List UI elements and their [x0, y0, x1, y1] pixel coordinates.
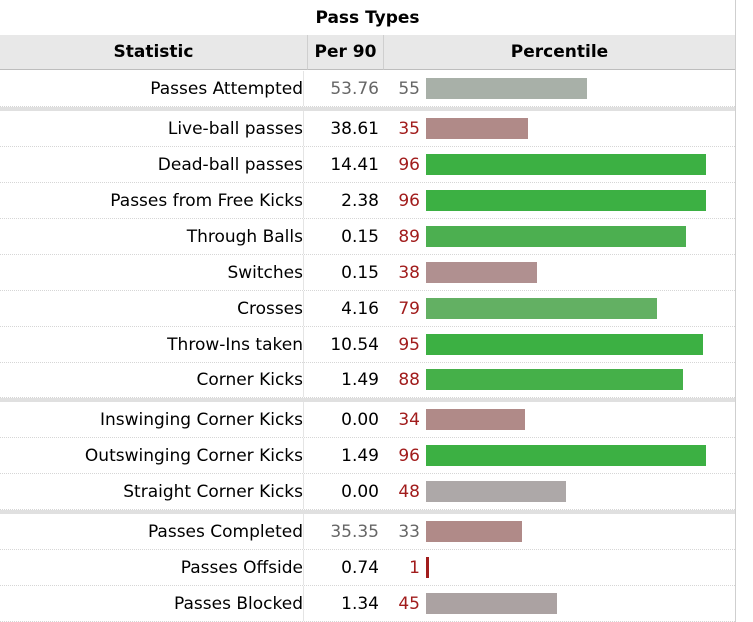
per90-value: 0.00	[341, 481, 379, 502]
statistic-label: Passes Blocked	[0, 586, 304, 621]
statistic-label: Live-ball passes	[0, 111, 304, 146]
statistic-label: Dead-ball passes	[0, 147, 304, 182]
percentile-value: 79	[398, 298, 420, 319]
percentile-bar	[426, 226, 686, 247]
percentile-bar	[426, 409, 525, 430]
per90-value: 1.34	[341, 593, 379, 614]
percentile-value: 96	[398, 190, 420, 211]
statistic-label: Passes Completed	[0, 514, 304, 549]
table-row: Passes Completed 35.35 33	[0, 514, 735, 550]
percentile-bar	[426, 445, 706, 466]
percentile-bar	[426, 298, 657, 319]
percentile-bar	[426, 557, 429, 578]
statistic-label: Switches	[0, 255, 304, 290]
statistic-label: Straight Corner Kicks	[0, 474, 304, 509]
per90-value: 14.41	[330, 154, 379, 175]
table-row: Dead-ball passes 14.41 96	[0, 147, 735, 183]
statistic-label: Passes Offside	[0, 550, 304, 585]
statistic-label: Throw-Ins taken	[0, 327, 304, 362]
percentile-value: 33	[398, 521, 420, 542]
per90-value: 35.35	[330, 521, 379, 542]
table-row: Throw-Ins taken 10.54 95	[0, 327, 735, 363]
statistic-label: Passes from Free Kicks	[0, 183, 304, 218]
header-per90[interactable]: Per 90	[308, 35, 384, 70]
percentile-bar	[426, 78, 587, 99]
percentile-value: 95	[398, 334, 420, 355]
table-row: Crosses 4.16 79	[0, 291, 735, 327]
header-statistic[interactable]: Statistic	[0, 35, 308, 70]
table-row: Outswinging Corner Kicks 1.49 96	[0, 438, 735, 474]
percentile-bar	[426, 334, 703, 355]
statistic-label: Outswinging Corner Kicks	[0, 438, 304, 473]
percentile-value: 55	[398, 78, 420, 99]
table-row: Live-ball passes 38.61 35	[0, 111, 735, 147]
table-row: Passes Blocked 1.34 45	[0, 586, 735, 622]
percentile-bar	[426, 521, 522, 542]
percentile-bar	[426, 593, 557, 614]
table-row: Passes Attempted 53.76 55	[0, 71, 735, 107]
statistic-label: Crosses	[0, 291, 304, 326]
percentile-bar	[426, 369, 683, 390]
statistic-label: Through Balls	[0, 219, 304, 254]
percentile-bar	[426, 190, 706, 211]
statistic-label: Inswinging Corner Kicks	[0, 402, 304, 437]
per90-value: 0.74	[341, 557, 379, 578]
header-percentile[interactable]: Percentile	[384, 35, 735, 70]
per90-value: 53.76	[330, 78, 379, 99]
table-row: Passes from Free Kicks 2.38 96	[0, 183, 735, 219]
table-row: Through Balls 0.15 89	[0, 219, 735, 255]
per90-value: 0.15	[341, 226, 379, 247]
section-separator	[0, 510, 735, 514]
per90-value: 2.38	[341, 190, 379, 211]
percentile-bar	[426, 154, 706, 175]
percentile-bar	[426, 481, 566, 502]
percentile-value: 48	[398, 481, 420, 502]
percentile-value: 34	[398, 409, 420, 430]
statistic-label: Corner Kicks	[0, 362, 304, 397]
table-row: Inswinging Corner Kicks 0.00 34	[0, 402, 735, 438]
percentile-bar	[426, 262, 537, 283]
table-row: Corner Kicks 1.49 88	[0, 362, 735, 398]
table-title: Pass Types	[0, 0, 735, 36]
percentile-value: 88	[398, 369, 420, 390]
percentile-value: 96	[398, 154, 420, 175]
table-row: Straight Corner Kicks 0.00 48	[0, 474, 735, 510]
per90-value: 0.00	[341, 409, 379, 430]
per90-value: 4.16	[341, 298, 379, 319]
per90-value: 10.54	[330, 334, 379, 355]
percentile-bar	[426, 118, 528, 139]
per90-value: 1.49	[341, 369, 379, 390]
per90-value: 1.49	[341, 445, 379, 466]
section-separator	[0, 107, 735, 111]
percentile-value: 1	[409, 557, 420, 578]
percentile-value: 35	[398, 118, 420, 139]
statistic-label: Passes Attempted	[0, 71, 304, 106]
table-row: Passes Offside 0.74 1	[0, 550, 735, 586]
percentile-value: 38	[398, 262, 420, 283]
section-separator	[0, 398, 735, 402]
percentile-value: 45	[398, 593, 420, 614]
table-row: Switches 0.15 38	[0, 255, 735, 291]
pass-types-table: Pass Types Statistic Per 90 Percentile P…	[0, 0, 736, 622]
percentile-value: 96	[398, 445, 420, 466]
per90-value: 0.15	[341, 262, 379, 283]
percentile-value: 89	[398, 226, 420, 247]
per90-value: 38.61	[330, 118, 379, 139]
